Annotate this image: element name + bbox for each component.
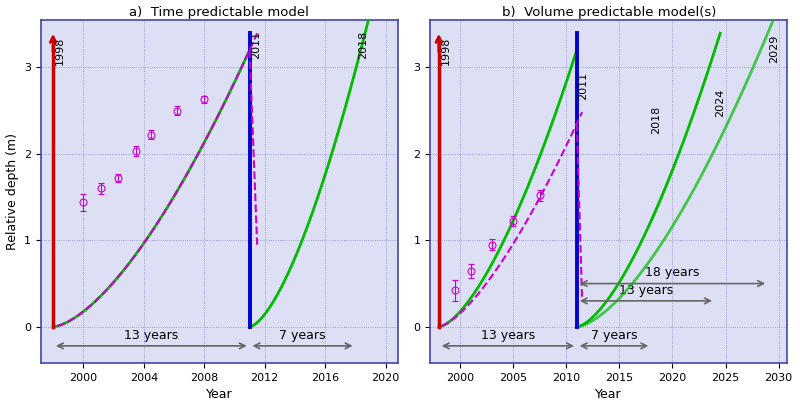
Text: 2011: 2011 (251, 31, 262, 59)
Title: b)  Volume predictable model(s): b) Volume predictable model(s) (502, 6, 716, 19)
Text: 2018: 2018 (358, 31, 369, 59)
Text: 2029: 2029 (769, 35, 779, 63)
Text: 7 years: 7 years (279, 328, 326, 341)
Title: a)  Time predictable model: a) Time predictable model (130, 6, 310, 19)
Text: 1998: 1998 (55, 37, 65, 66)
Text: 18 years: 18 years (646, 266, 699, 279)
Text: 2024: 2024 (715, 89, 725, 117)
Text: 7 years: 7 years (590, 328, 638, 341)
Text: 13 years: 13 years (124, 328, 178, 341)
X-axis label: Year: Year (595, 388, 622, 401)
Text: 13 years: 13 years (481, 328, 535, 341)
Text: 2011: 2011 (578, 72, 589, 100)
Y-axis label: Relative depth (m): Relative depth (m) (6, 133, 18, 250)
Text: 13 years: 13 years (618, 284, 673, 297)
Text: 1998: 1998 (440, 37, 450, 66)
Text: 2018: 2018 (651, 106, 661, 134)
X-axis label: Year: Year (206, 388, 233, 401)
